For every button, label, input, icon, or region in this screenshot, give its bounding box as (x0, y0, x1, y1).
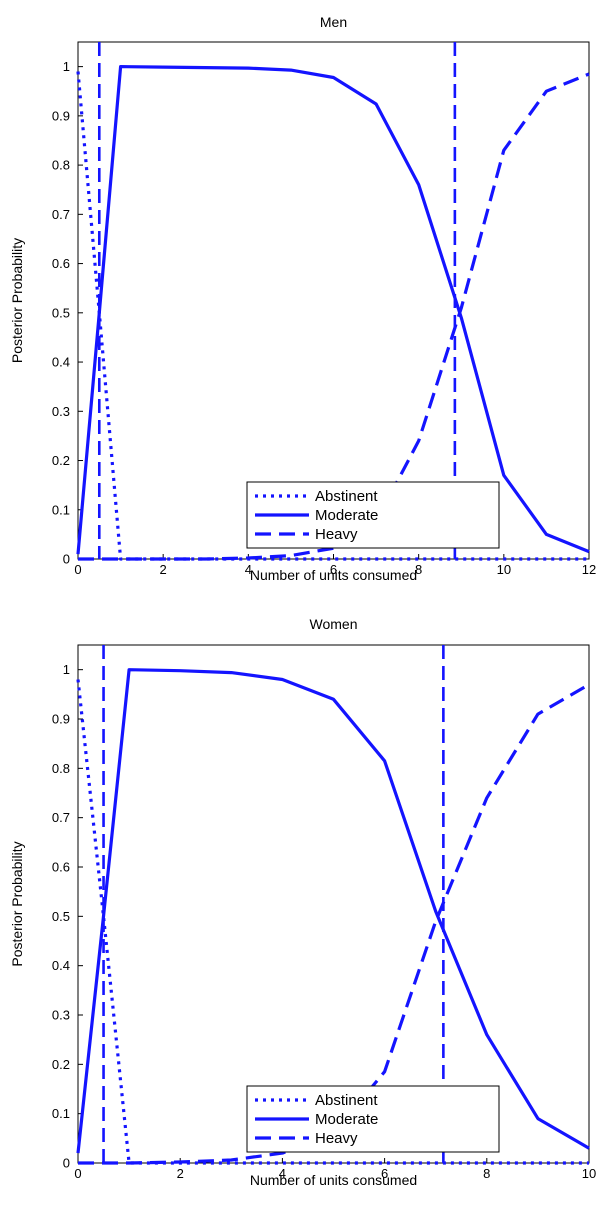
x-tick-label: 2 (160, 562, 167, 577)
x-tick-label: 2 (177, 1166, 184, 1181)
x-tick-label: 6 (330, 562, 337, 577)
plot-area-frame (77, 41, 590, 560)
x-tick-label: 10 (582, 1166, 596, 1181)
y-tick-label: 0.3 (52, 404, 70, 419)
plot-area-frame (77, 644, 590, 1164)
legend: Abstinent Moderate Heavy (246, 1085, 500, 1153)
x-axis-label: Number of units consumed (250, 567, 417, 583)
y-axis-label: Posterior Probability (9, 238, 25, 363)
y-tick-label: 1 (63, 59, 70, 74)
y-tick-label: 0.5 (52, 305, 70, 320)
y-tick-label: 0.2 (52, 453, 70, 468)
x-tick-label: 8 (415, 562, 422, 577)
y-tick-label: 0.6 (52, 256, 70, 271)
legend-label: Heavy (315, 526, 358, 543)
chart-title: Women (310, 616, 358, 632)
legend: Abstinent Moderate Heavy (246, 481, 500, 549)
series-line-moderate (76, 64, 590, 555)
chart-title: Men (320, 14, 347, 30)
y-tick-label: 0.9 (52, 108, 70, 123)
y-tick-label: 1 (63, 662, 70, 677)
x-tick-label: 4 (245, 562, 252, 577)
y-axis-label: Posterior Probability (9, 841, 25, 966)
y-tick-label: 0.3 (52, 1008, 70, 1023)
y-tick-label: 0.1 (52, 502, 70, 517)
y-tick-label: 0 (63, 1156, 70, 1171)
x-tick-label: 10 (497, 562, 511, 577)
y-tick-label: 0.5 (52, 909, 70, 924)
y-tick-label: 0.4 (52, 355, 70, 370)
y-tick-label: 0.2 (52, 1057, 70, 1072)
x-tick-label: 0 (74, 1166, 81, 1181)
series-line-abstinent (76, 679, 589, 1165)
y-tick-label: 0.8 (52, 761, 70, 776)
x-axis-label: Number of units consumed (250, 1172, 417, 1188)
x-tick-label: 8 (483, 1166, 490, 1181)
y-tick-label: 0.8 (52, 158, 70, 173)
y-tick-label: 0.6 (52, 860, 70, 875)
series-line-heavy (78, 72, 590, 561)
x-tick-label: 6 (381, 1166, 388, 1181)
legend-label: Moderate (315, 1111, 378, 1128)
y-tick-label: 0.7 (52, 810, 70, 825)
series-line-heavy (78, 683, 590, 1165)
x-tick-label: 4 (279, 1166, 286, 1181)
y-tick-label: 0.1 (52, 1106, 70, 1121)
y-tick-label: 0 (63, 552, 70, 567)
legend-label: Abstinent (315, 1092, 378, 1109)
y-tick-label: 0.7 (52, 207, 70, 222)
y-tick-label: 0.9 (52, 712, 70, 727)
y-tick-label: 0.4 (52, 958, 70, 973)
legend-label: Abstinent (315, 488, 378, 505)
legend-label: Moderate (315, 507, 378, 524)
series-line-moderate (76, 668, 590, 1154)
x-tick-label: 0 (74, 562, 81, 577)
legend-label: Heavy (315, 1130, 358, 1147)
x-tick-label: 12 (582, 562, 596, 577)
